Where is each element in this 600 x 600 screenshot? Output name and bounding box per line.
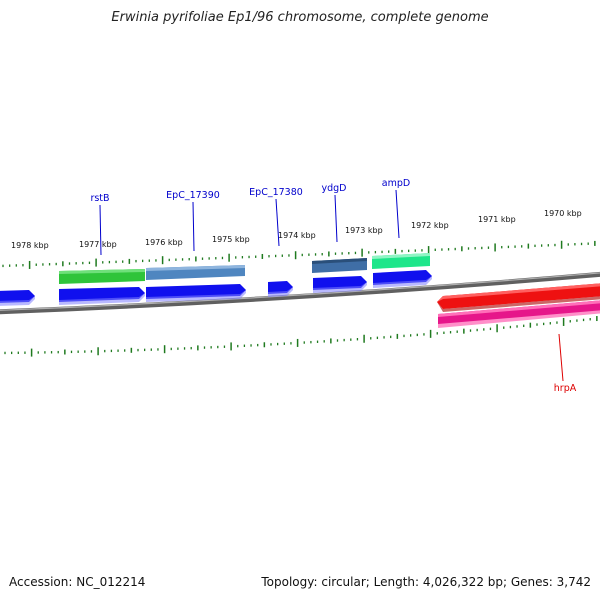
leader-EpC-17380	[275, 198, 280, 247]
kbp-label-1972: 1972 kbp	[411, 221, 449, 230]
gene-label-EpC-17380[interactable]: EpC_17380	[249, 187, 303, 198]
cds-arrow-1[interactable]	[0, 290, 35, 306]
gene-rstB[interactable]	[59, 269, 145, 284]
topology-summary: Topology: circular; Length: 4,026,322 bp…	[261, 575, 591, 589]
upper-tick-row	[2, 240, 596, 269]
kbp-label-1976: 1976 kbp	[145, 238, 183, 247]
cds-arrow-ampD[interactable]	[373, 270, 432, 288]
gene-ampD[interactable]	[372, 253, 430, 269]
gene-label-EpC-17390[interactable]: EpC_17390	[166, 190, 220, 201]
map-title: Erwinia pyrifoliae Ep1/96 chromosome, co…	[111, 10, 489, 25]
accession-text: Accession: NC_012214	[9, 575, 146, 589]
leader-ampD	[395, 189, 400, 239]
cds-arrow-rstB[interactable]	[59, 287, 145, 305]
gene-label-rstB[interactable]: rstB	[90, 193, 109, 204]
cds-arrow-ydgD[interactable]	[313, 276, 367, 293]
gene-ydgD[interactable]	[312, 258, 367, 273]
gene-hrpA[interactable]	[438, 300, 600, 328]
kbp-label-1974: 1974 kbp	[278, 231, 316, 240]
lower-tick-row	[4, 316, 598, 357]
leader-rstB	[99, 204, 102, 256]
chromosome-backbone-highlight	[0, 272, 600, 311]
gene-label-ampD[interactable]: ampD	[382, 178, 410, 189]
gene-label-hrpA[interactable]: hrpA	[554, 383, 577, 394]
gene-label-ydgD[interactable]: ydgD	[322, 183, 347, 194]
kbp-label-1971: 1971 kbp	[478, 215, 516, 224]
chromosome-backbone	[0, 271, 600, 315]
cds-arrow-EpC-17390[interactable]	[146, 284, 246, 302]
kbp-label-1977: 1977 kbp	[79, 240, 117, 249]
kbp-label-1973: 1973 kbp	[345, 226, 383, 235]
cds-arrow-hrpA[interactable]	[437, 283, 600, 312]
leader-hrpA	[558, 333, 564, 382]
kbp-label-1978: 1978 kbp	[11, 241, 49, 250]
gene-EpC-17390[interactable]	[146, 265, 245, 280]
kbp-label-1970: 1970 kbp	[544, 209, 582, 218]
leader-EpC-17390	[192, 201, 195, 252]
kbp-scale-labels: 1978 kbp 1977 kbp 1976 kbp 1975 kbp 1974…	[11, 209, 582, 250]
kbp-label-1975: 1975 kbp	[212, 235, 250, 244]
leader-ydgD	[334, 194, 338, 243]
cds-arrow-EpC-17380[interactable]	[268, 281, 293, 297]
